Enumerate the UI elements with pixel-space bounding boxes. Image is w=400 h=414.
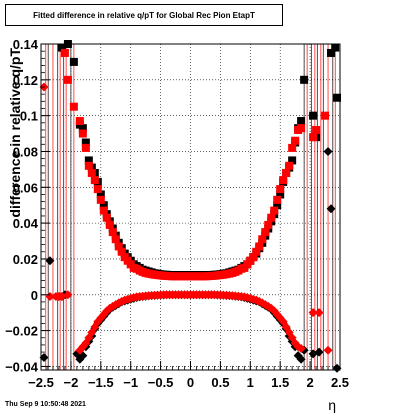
y-axis-label: difference in relative q/pT xyxy=(7,48,23,218)
data-point-diamond xyxy=(323,146,333,156)
x-tick-label: 2.5 xyxy=(331,375,349,390)
data-point-square xyxy=(105,220,114,229)
y-tick-label: 0.14 xyxy=(13,37,39,52)
chart-title: Fitted difference in relative q/pT for G… xyxy=(33,10,255,20)
y-tick-label: 0 xyxy=(31,288,38,303)
data-point-square xyxy=(327,48,336,57)
data-point-square xyxy=(267,213,276,222)
data-point-square xyxy=(111,235,120,244)
data-point-square xyxy=(87,168,96,177)
data-point-square xyxy=(291,136,300,145)
data-point-square xyxy=(96,190,105,199)
data-point-square xyxy=(288,156,297,165)
data-point-square xyxy=(273,195,282,204)
data-point-square xyxy=(285,161,294,170)
data-point-diamond xyxy=(323,345,333,355)
data-point-square xyxy=(81,143,90,152)
x-tick-label: −1 xyxy=(123,375,138,390)
data-point-diamond xyxy=(308,308,318,318)
x-tick-label: 1 xyxy=(247,375,254,390)
data-point-square xyxy=(63,75,72,84)
data-point-square xyxy=(333,93,342,102)
data-point-square xyxy=(331,43,340,52)
data-point-diamond xyxy=(314,308,324,318)
data-point-square xyxy=(297,117,306,126)
data-point-square xyxy=(60,48,69,57)
data-point-square xyxy=(57,43,66,52)
tick-labels: −2.5 −2 −1.5 −1 −0.5 0 0.5 1 1.5 2 2.5 −0.04 −0.02 0 0… xyxy=(5,37,349,390)
data-point-diamond xyxy=(39,352,49,362)
data-point-square xyxy=(282,168,291,177)
y-tick-label: 0.06 xyxy=(13,180,38,195)
data-point-square xyxy=(252,247,261,256)
x-axis-label: η xyxy=(328,397,336,413)
grid xyxy=(41,43,340,370)
timestamp: Thu Sep 9 10:50:48 2021 xyxy=(5,401,86,408)
data-point-square xyxy=(102,213,111,222)
x-tick-label: −1.5 xyxy=(88,375,114,390)
data-point-square xyxy=(258,235,267,244)
data-markers xyxy=(39,40,342,373)
data-point-square xyxy=(300,75,309,84)
data-point-square xyxy=(117,247,126,256)
data-point-square xyxy=(312,125,321,134)
data-point-square xyxy=(273,201,282,210)
data-point-square xyxy=(69,102,78,111)
data-point-square xyxy=(108,228,117,237)
data-point-square xyxy=(78,124,87,133)
data-point-square xyxy=(276,185,285,194)
data-point-square xyxy=(84,161,93,170)
data-point-square xyxy=(249,253,258,262)
axis-ticks xyxy=(40,43,341,370)
data-point-square xyxy=(255,242,264,251)
data-point-square xyxy=(84,156,93,165)
data-point-square xyxy=(96,195,105,204)
data-point-square xyxy=(99,206,108,215)
data-point-diamond xyxy=(296,354,306,364)
y-tick-label: −0.04 xyxy=(5,359,39,374)
y-tick-label: 0.12 xyxy=(13,73,38,88)
data-point-square xyxy=(321,111,330,120)
data-point-square xyxy=(270,206,279,215)
data-point-diamond xyxy=(326,204,336,214)
data-point-square xyxy=(78,129,87,138)
data-point-square xyxy=(81,138,90,147)
data-point-diamond xyxy=(296,344,306,354)
data-point-square xyxy=(90,176,99,185)
data-point-square xyxy=(276,190,285,199)
data-point-square xyxy=(309,111,318,120)
data-point-square xyxy=(297,124,306,133)
x-tick-label: 2 xyxy=(306,375,313,390)
data-point-square xyxy=(264,220,273,229)
data-point-square xyxy=(93,185,102,194)
y-tick-label: 0.04 xyxy=(13,216,39,231)
y-tick-label: 0.1 xyxy=(20,109,38,124)
chart-title-box: Fitted difference in relative q/pT for G… xyxy=(5,4,283,26)
x-tick-label: 0 xyxy=(187,375,194,390)
data-point-square xyxy=(99,201,108,210)
data-point-square xyxy=(114,242,123,251)
data-point-square xyxy=(279,176,288,185)
x-tick-label: 1.5 xyxy=(271,375,289,390)
y-tick-label: 0.08 xyxy=(13,144,38,159)
y-tick-label: 0.02 xyxy=(13,252,38,267)
data-point-diamond xyxy=(63,290,73,300)
x-tick-label: −0.5 xyxy=(148,375,174,390)
data-point-square xyxy=(261,228,270,237)
x-tick-label: 0.5 xyxy=(211,375,229,390)
data-point-square xyxy=(309,133,318,142)
data-point-square xyxy=(75,117,84,126)
data-point-diamond xyxy=(314,347,324,357)
x-tick-label: −2 xyxy=(63,375,78,390)
data-point-square xyxy=(69,57,78,66)
data-point-square xyxy=(288,143,297,152)
x-tick-label: −2.5 xyxy=(28,375,54,390)
y-tick-label: −0.02 xyxy=(5,324,38,339)
